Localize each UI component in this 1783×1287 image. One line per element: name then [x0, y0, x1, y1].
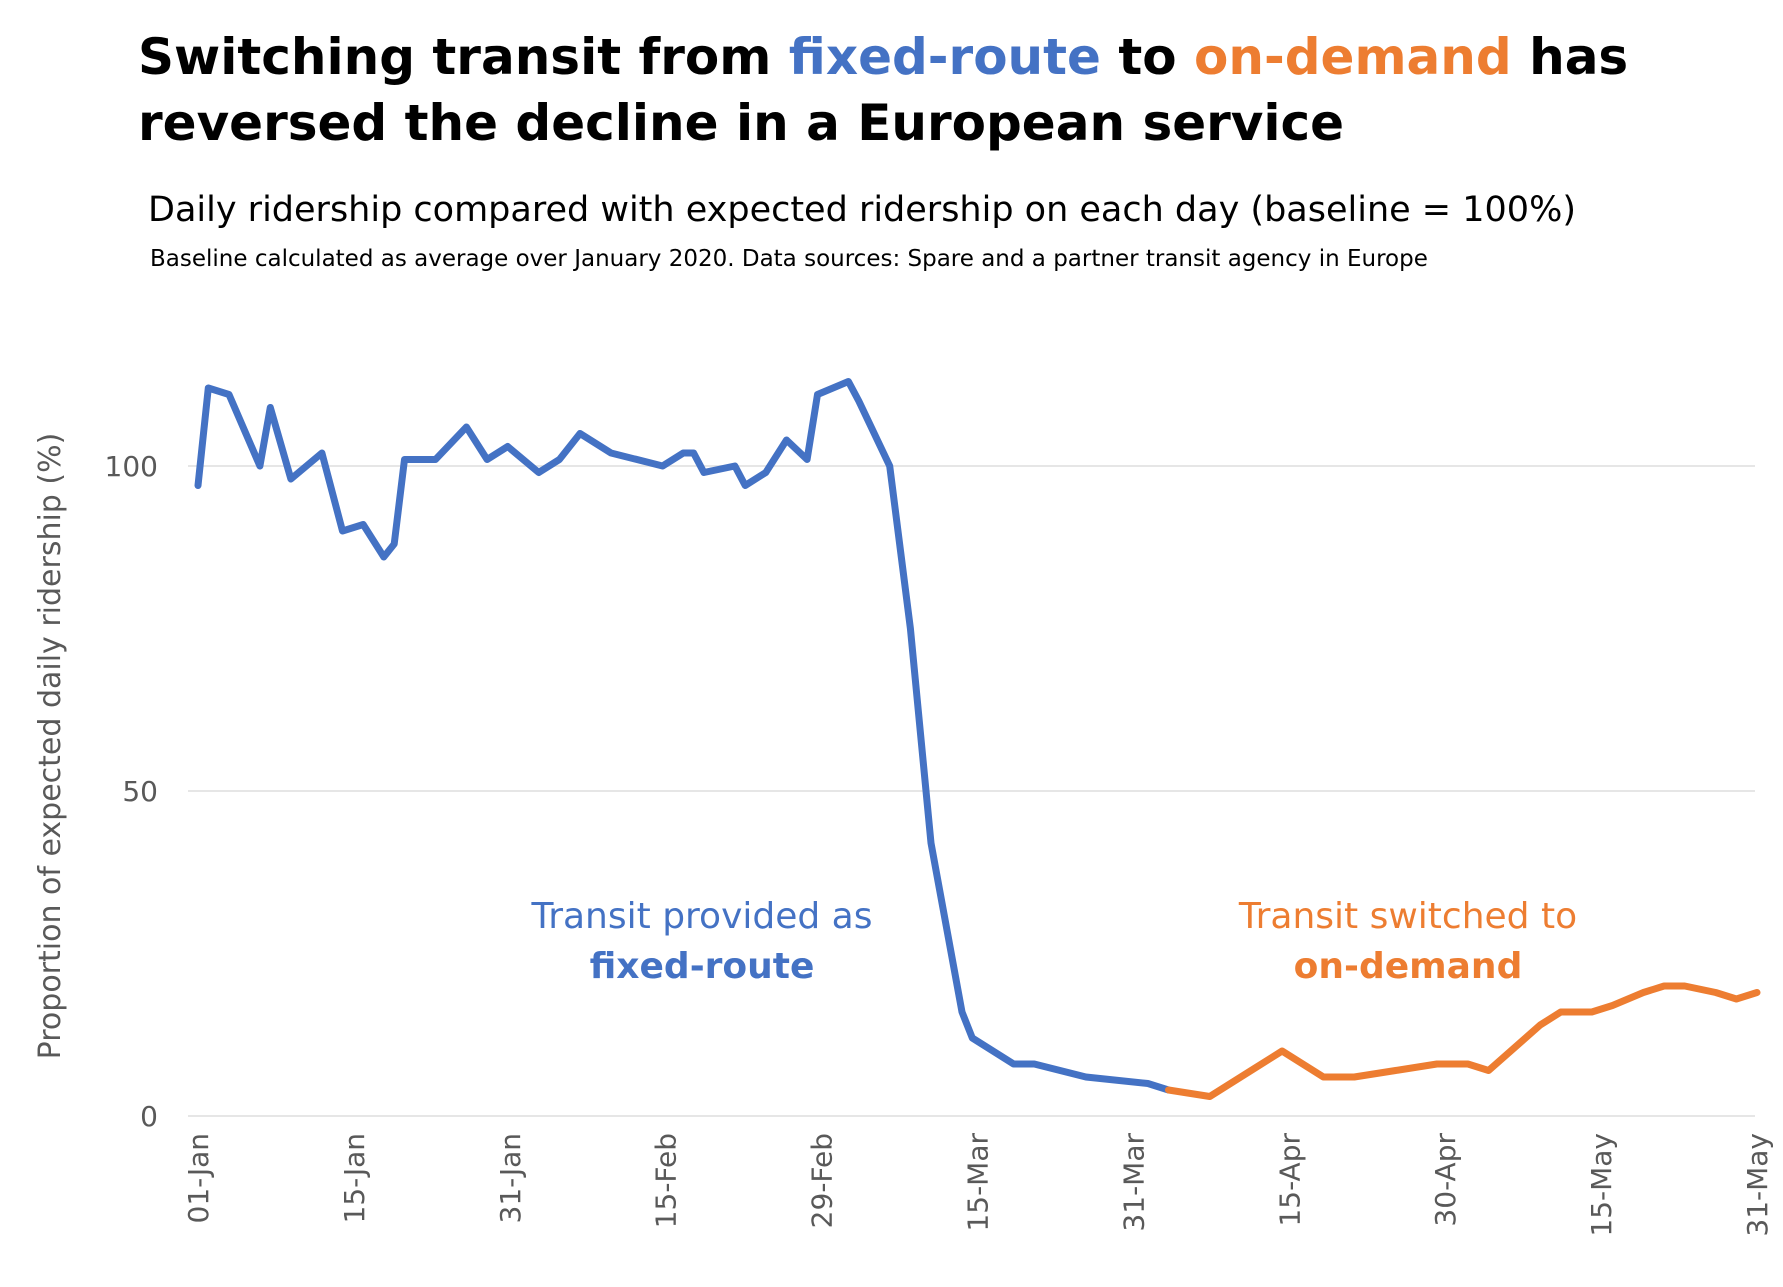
source-note: Baseline calculated as average over Janu…	[150, 246, 1428, 272]
x-tick-label: 15-May	[1585, 1133, 1618, 1237]
title-on-demand: on-demand	[1194, 28, 1512, 86]
gridlines	[188, 465, 1755, 1117]
x-tick-label: 29-Feb	[806, 1133, 839, 1228]
annotation-fixed-route-line-1: Transit provided as	[531, 896, 873, 937]
x-tick-label: 15-Mar	[962, 1133, 995, 1232]
x-tick-label: 15-Feb	[650, 1133, 683, 1228]
annotation-on-demand-line-2: on-demand	[1294, 946, 1523, 987]
title-fixed-route: fixed-route	[788, 28, 1101, 86]
title-part-1: Switching transit from	[138, 28, 789, 86]
series-lines	[194, 378, 1761, 1100]
x-tick-label: 31-May	[1741, 1133, 1774, 1237]
series-line-fixed-route	[194, 378, 1172, 1094]
x-tick-label: 01-Jan	[182, 1133, 215, 1223]
x-tick-label: 15-Apr	[1273, 1133, 1306, 1227]
chart-title: Switching transit from fixed-route to on…	[138, 24, 1738, 156]
title-part-2: to	[1100, 28, 1195, 86]
y-tick-label: 50	[122, 775, 158, 808]
x-tick-label: 31-Mar	[1117, 1133, 1150, 1232]
title-part-3: has reversed the decline in a European s…	[138, 28, 1629, 152]
x-tick-label: 30-Apr	[1429, 1133, 1462, 1227]
y-axis-ticks: 0 50 100	[105, 450, 158, 1133]
x-tick-label: 31-Jan	[494, 1133, 527, 1223]
chart-subtitle: Daily ridership compared with expected r…	[148, 190, 1576, 230]
annotations: Transit provided as fixed-route Transit sw…	[531, 896, 1578, 987]
annotation-on-demand-line-1: Transit switched to	[1238, 896, 1577, 937]
x-tick-label: 15-Jan	[338, 1133, 371, 1223]
series-line-on-demand	[1165, 982, 1761, 1100]
y-axis-label: Proportion of expected daily ridership (…	[33, 433, 68, 1060]
y-tick-label: 100	[105, 450, 158, 483]
annotation-fixed-route-line-2: fixed-route	[590, 946, 815, 987]
y-tick-label: 0	[140, 1100, 158, 1133]
x-axis-ticks: 01-Jan 15-Jan 31-Jan 15-Feb 29-Feb 15-Mar 31-M…	[182, 1133, 1774, 1237]
